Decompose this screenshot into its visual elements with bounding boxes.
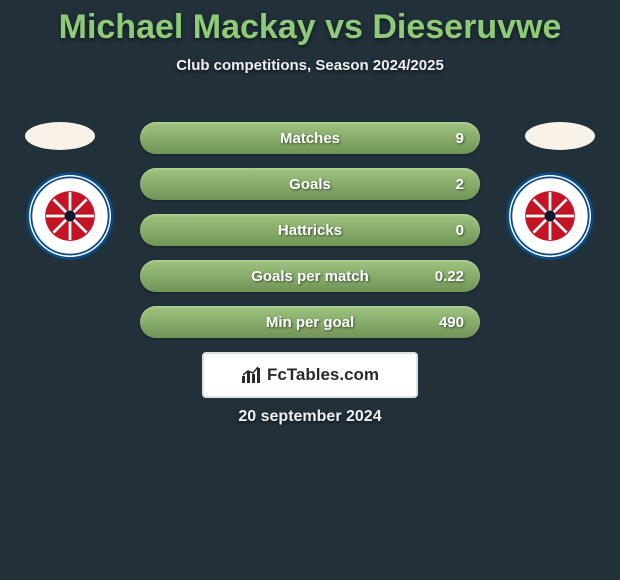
club-badge-right	[500, 170, 600, 262]
stat-row: Min per goal 490	[140, 306, 480, 338]
stat-label: Matches	[140, 130, 480, 147]
stat-value-right: 0	[456, 222, 464, 239]
brand-text: FcTables.com	[267, 365, 379, 385]
stat-value-right: 490	[439, 314, 464, 331]
stat-value-right: 9	[456, 130, 464, 147]
stats-bars: Matches 9 Goals 2 Hattricks 0 Goals per …	[140, 122, 480, 352]
chart-icon	[241, 366, 263, 384]
stat-label: Goals	[140, 176, 480, 193]
player-right-avatar	[525, 122, 595, 150]
stat-value-right: 2	[456, 176, 464, 193]
club-badge-left	[20, 170, 120, 262]
stat-label: Min per goal	[140, 314, 480, 331]
stat-label: Goals per match	[140, 268, 480, 285]
snapshot-date: 20 september 2024	[0, 408, 620, 426]
stat-row: Hattricks 0	[140, 214, 480, 246]
player-left-avatar	[25, 122, 95, 150]
brand-footer: FcTables.com	[202, 352, 418, 398]
stat-row: Matches 9	[140, 122, 480, 154]
stat-row: Goals 2	[140, 168, 480, 200]
stat-value-right: 0.22	[435, 268, 464, 285]
season-subtitle: Club competitions, Season 2024/2025	[0, 57, 620, 74]
page-title: Michael Mackay vs Dieseruvwe	[0, 0, 620, 47]
stat-label: Hattricks	[140, 222, 480, 239]
stat-row: Goals per match 0.22	[140, 260, 480, 292]
